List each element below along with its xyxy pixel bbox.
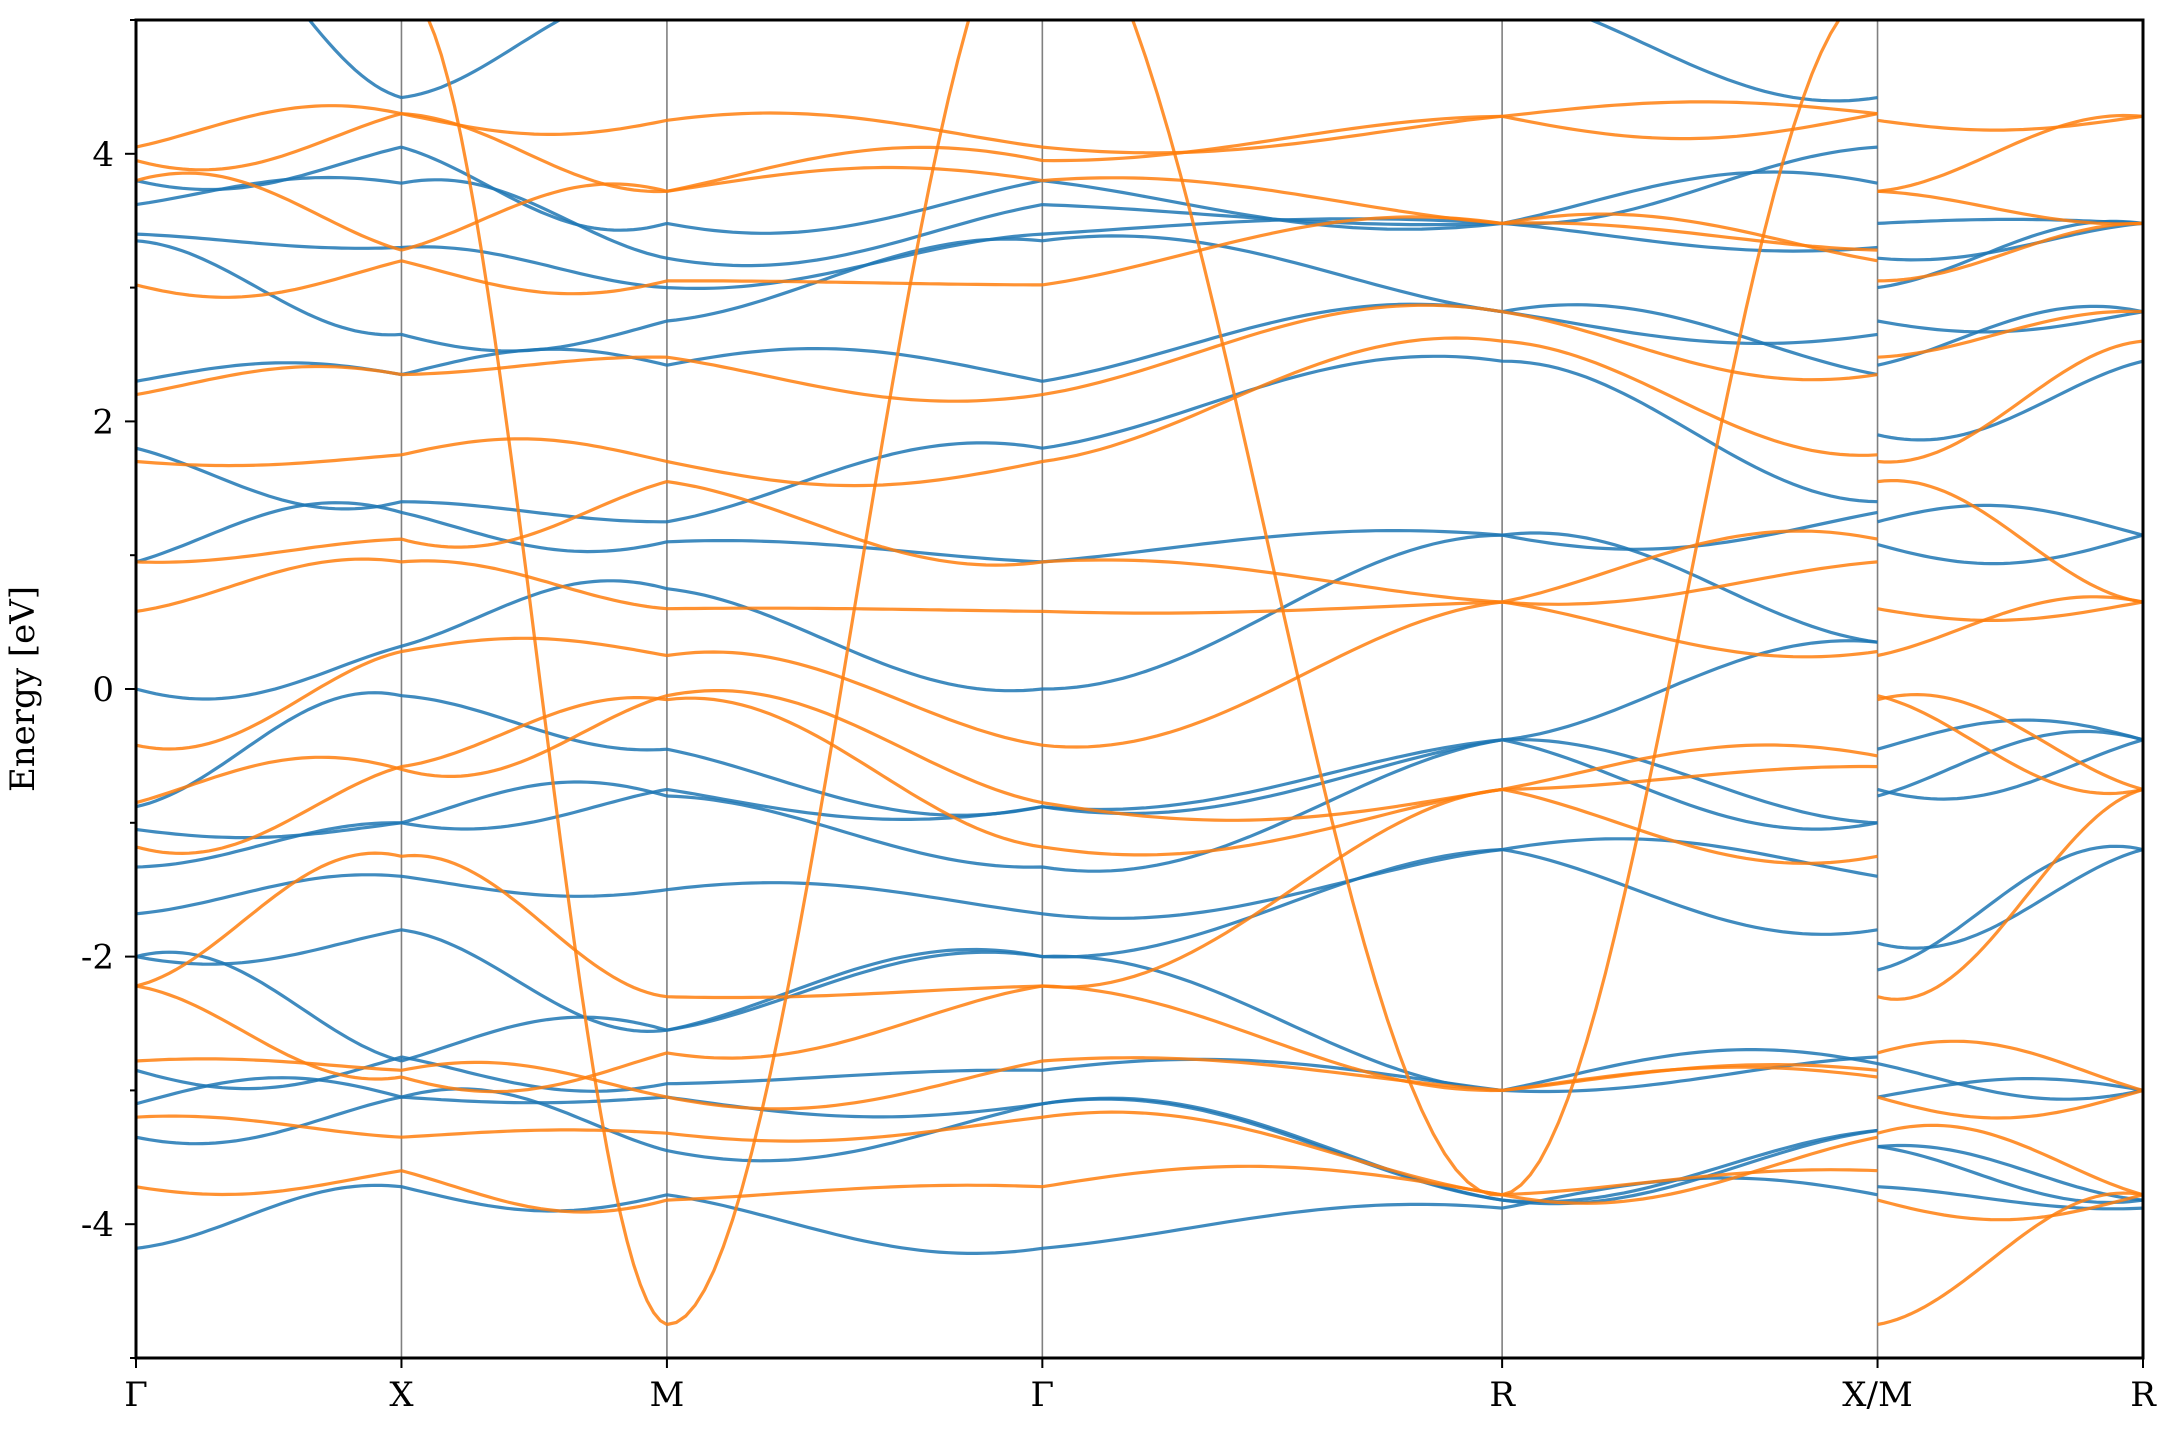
spin-up-band — [136, 354, 2143, 524]
x-tick-label: R — [2130, 1375, 2157, 1415]
spin-down-band — [136, 689, 2143, 822]
y-tick-label: 0 — [92, 670, 114, 710]
spin-down-band — [136, 165, 2143, 252]
band-lines — [136, 20, 2143, 1327]
high-symmetry-lines — [400, 20, 1879, 1358]
spin-up-band — [136, 1048, 2143, 1099]
spin-up-band — [136, 170, 2143, 268]
x-tick-label: R — [1489, 1375, 1516, 1415]
x-tick-label: M — [650, 1375, 685, 1415]
x-tick-label: Γ — [124, 1375, 148, 1415]
y-axis: -4 -2 0 2 4 — [81, 19, 136, 1359]
spin-up-band — [307, 20, 1878, 103]
y-tick-label: 2 — [92, 402, 114, 442]
spin-up-band — [136, 950, 2143, 1101]
x-tick-label: Γ — [1031, 1375, 1055, 1415]
spin-up-band — [136, 738, 2143, 840]
x-axis: Γ X M Γ R X/M R — [124, 1358, 2157, 1415]
spin-up-band — [136, 639, 2143, 817]
spin-down-band — [136, 479, 2143, 604]
spin-up-band — [136, 1176, 2143, 1255]
spin-down-band — [136, 1164, 2143, 1222]
spin-down-band — [136, 1056, 2143, 1120]
spin-down-band — [136, 212, 2143, 299]
spin-up-band — [136, 531, 2143, 701]
spin-down-band — [426, 20, 2143, 1327]
spin-up-band — [136, 145, 2143, 235]
spin-down-band — [136, 112, 2143, 194]
spin-down-band — [136, 692, 2143, 857]
spin-up-band — [136, 1076, 2143, 1205]
x-tick-label: X — [389, 1375, 414, 1415]
spin-up-band — [136, 837, 2143, 950]
spin-down-band — [136, 336, 2143, 488]
spin-up-band — [136, 729, 2143, 873]
spin-down-band — [136, 557, 2143, 622]
y-axis-label: Energy [eV] — [3, 586, 43, 792]
spin-down-band — [136, 1110, 2143, 1205]
y-tick-label: -2 — [81, 938, 114, 978]
y-tick-label: 4 — [92, 135, 114, 175]
plot-frame — [134, 18, 2145, 1360]
spin-up-band — [136, 844, 2143, 1034]
y-tick-label: -4 — [81, 1205, 114, 1245]
spin-up-band — [136, 501, 2143, 564]
spin-down-band — [136, 787, 2143, 1001]
x-tick-label: X/M — [1842, 1375, 1912, 1415]
spin-down-band — [136, 303, 2143, 403]
spin-down-band — [136, 100, 2143, 155]
spin-down-band — [136, 984, 2143, 1094]
